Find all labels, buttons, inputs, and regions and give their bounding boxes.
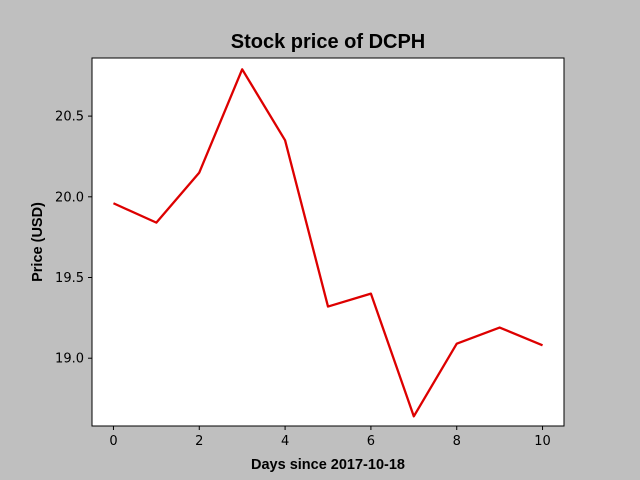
- x-tick-label: 10: [534, 434, 551, 449]
- x-tick-label: 0: [109, 434, 117, 449]
- x-tick-label: 8: [453, 434, 461, 449]
- x-tick-label: 4: [281, 434, 289, 449]
- x-axis-label: Days since 2017-10-18: [251, 457, 405, 473]
- chart-title: Stock price of DCPH: [231, 31, 425, 53]
- y-tick-label: 20.0: [55, 190, 84, 205]
- y-axis: 19.0 19.5 20.0 20.5: [55, 110, 92, 367]
- plot-area: [91, 57, 565, 427]
- x-tick-label: 2: [195, 434, 203, 449]
- y-tick-label: 19.0: [55, 352, 84, 367]
- y-tick-label: 19.5: [55, 271, 84, 286]
- series-layer: [112, 68, 543, 418]
- y-axis-label: Price (USD): [30, 202, 46, 282]
- x-tick-label: 6: [367, 434, 375, 449]
- y-tick-label: 20.5: [55, 110, 84, 125]
- price-series-line: [112, 68, 543, 418]
- x-axis: 0 2 4 6 8 10: [109, 426, 551, 449]
